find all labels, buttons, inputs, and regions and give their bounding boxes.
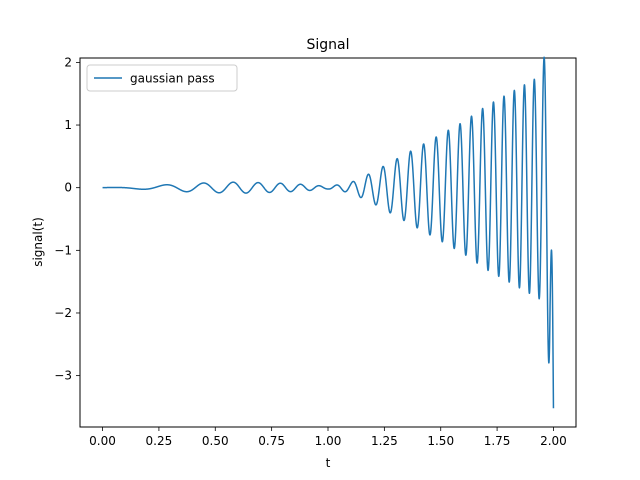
x-tick-label: 2.00 — [540, 434, 567, 448]
y-tick-label: −2 — [54, 306, 72, 320]
x-axis-label: t — [326, 456, 331, 470]
chart-title: Signal — [306, 37, 349, 53]
y-tick-label: 1 — [64, 118, 72, 132]
legend: gaussian pass — [86, 64, 238, 92]
y-axis-label: signal(t) — [31, 217, 45, 267]
plot-area — [79, 56, 577, 428]
plot-frame — [79, 57, 577, 428]
x-axis: 0.00 0.25 0.50 0.75 1.00 1.25 1.50 1.75 2.00 — [89, 427, 567, 448]
x-tick-label: 0.00 — [89, 434, 116, 448]
series-line-gaussian-pass — [101, 56, 555, 409]
y-axis: −3 −2 −1 0 1 2 — [54, 55, 80, 383]
x-tick-label: 0.50 — [202, 434, 229, 448]
x-tick-label: 1.50 — [427, 434, 454, 448]
x-tick-label: 1.25 — [371, 434, 398, 448]
x-tick-label: 0.25 — [146, 434, 173, 448]
legend-box — [86, 64, 238, 92]
x-tick-label: 0.75 — [258, 434, 285, 448]
x-tick-label: 1.00 — [315, 434, 342, 448]
legend-entry-gaussian-pass: gaussian pass — [130, 72, 215, 86]
y-tick-label: −1 — [54, 243, 72, 257]
y-tick-label: 0 — [64, 181, 72, 195]
x-tick-label: 1.75 — [484, 434, 511, 448]
y-tick-label: 2 — [64, 55, 72, 69]
y-tick-label: −3 — [54, 369, 72, 383]
